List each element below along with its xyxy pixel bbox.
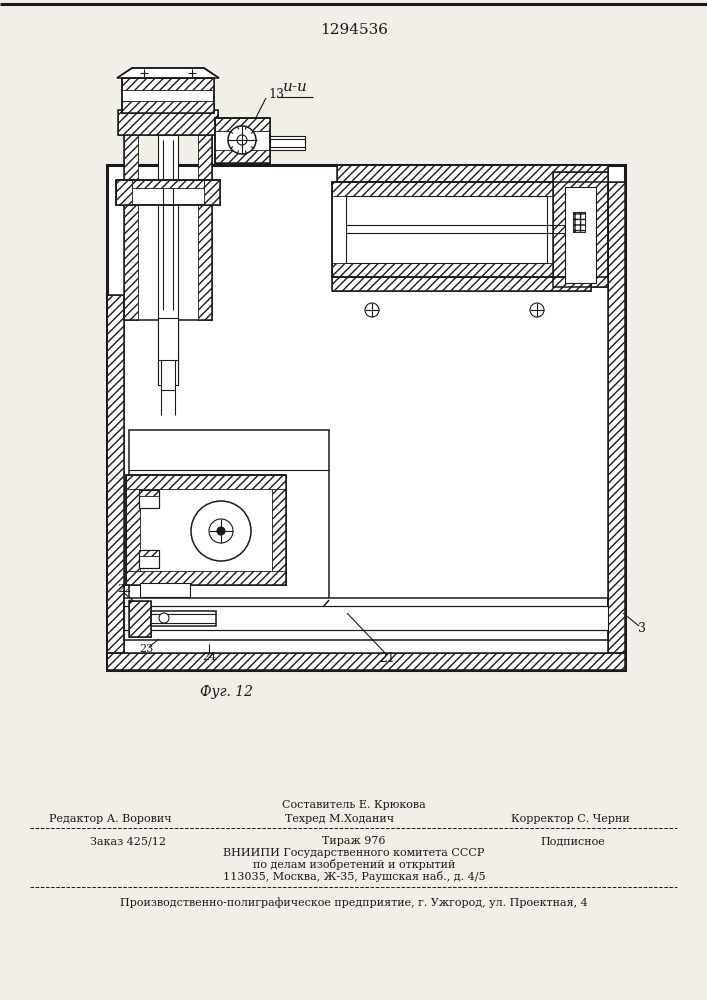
Text: 21: 21 <box>379 652 395 664</box>
Bar <box>204 180 220 205</box>
Bar <box>332 182 553 196</box>
Bar <box>107 165 625 670</box>
Bar <box>107 653 625 670</box>
Text: Подписное: Подписное <box>540 836 604 846</box>
Polygon shape <box>117 68 219 78</box>
Text: Производственно-полиграфическое предприятие, г. Ужгород, ул. Проектная, 4: Производственно-полиграфическое предприя… <box>120 898 588 908</box>
Bar <box>122 78 214 113</box>
Bar <box>126 475 140 585</box>
Text: 3: 3 <box>638 621 646 635</box>
Bar <box>215 118 270 131</box>
Bar <box>608 182 625 653</box>
Bar <box>139 490 159 508</box>
Bar <box>107 295 124 653</box>
Bar <box>151 611 216 626</box>
Circle shape <box>191 501 251 561</box>
Bar <box>553 172 608 287</box>
Bar <box>122 78 214 90</box>
Bar <box>332 182 608 277</box>
Bar <box>139 490 159 508</box>
Text: Техред М.Ходанич: Техред М.Ходанич <box>286 814 395 824</box>
Bar <box>122 78 214 113</box>
Bar <box>126 475 286 585</box>
Bar <box>346 196 547 263</box>
Text: 13: 13 <box>268 89 284 102</box>
Bar <box>122 101 214 113</box>
Text: Составитель Е. Крюкова: Составитель Е. Крюкова <box>282 800 426 810</box>
Circle shape <box>217 527 225 535</box>
Bar <box>158 135 178 320</box>
Bar <box>573 212 585 232</box>
Bar <box>126 475 286 585</box>
Text: Тираж 976: Тираж 976 <box>322 836 386 846</box>
Text: Корректор С. Черни: Корректор С. Черни <box>510 814 629 824</box>
Bar <box>139 550 159 568</box>
Circle shape <box>530 303 544 317</box>
Bar <box>129 430 329 600</box>
Bar <box>565 187 596 283</box>
Bar <box>139 490 159 496</box>
Text: 1294536: 1294536 <box>320 23 388 37</box>
Bar <box>124 130 138 320</box>
Text: u-u: u-u <box>283 80 308 94</box>
Text: ВНИИПИ Государственного комитета СССР: ВНИИПИ Государственного комитета СССР <box>223 848 485 858</box>
Bar <box>332 277 591 291</box>
Bar <box>332 277 591 291</box>
Bar <box>129 601 151 637</box>
Circle shape <box>365 303 379 317</box>
Circle shape <box>228 126 256 154</box>
Text: по делам изобретений и открытий: по делам изобретений и открытий <box>253 859 455 870</box>
Bar <box>116 180 220 205</box>
Bar <box>608 182 625 653</box>
Bar <box>270 136 305 150</box>
Bar <box>332 263 553 277</box>
Bar <box>198 130 212 320</box>
Bar <box>332 182 608 277</box>
Bar <box>215 118 270 163</box>
Bar <box>118 110 218 135</box>
Text: 24: 24 <box>202 652 216 662</box>
Bar <box>126 571 286 585</box>
Bar <box>337 165 608 182</box>
Bar <box>161 360 175 390</box>
Bar <box>139 550 159 568</box>
Bar <box>118 110 218 135</box>
Bar <box>107 295 124 653</box>
Bar <box>129 601 151 637</box>
Text: 22: 22 <box>117 584 131 594</box>
Text: Фуг. 12: Фуг. 12 <box>201 685 254 699</box>
Circle shape <box>159 613 169 623</box>
Bar <box>553 172 608 287</box>
Bar <box>107 653 625 670</box>
Bar <box>116 180 132 205</box>
Text: 23: 23 <box>139 644 153 654</box>
Text: Редактор А. Ворович: Редактор А. Ворович <box>49 814 171 824</box>
Bar <box>126 475 286 489</box>
Bar <box>116 180 220 205</box>
Bar <box>139 550 159 556</box>
Bar <box>272 475 286 585</box>
Text: Заказ 425/12: Заказ 425/12 <box>90 836 166 846</box>
Bar <box>337 165 608 182</box>
Circle shape <box>237 135 247 145</box>
Bar <box>124 130 212 320</box>
Bar <box>140 583 190 597</box>
Bar <box>158 318 178 385</box>
Bar <box>124 606 608 630</box>
Bar <box>132 180 204 188</box>
Text: 113035, Москва, Ж-35, Раушская наб., д. 4/5: 113035, Москва, Ж-35, Раушская наб., д. … <box>223 871 485 882</box>
Bar <box>124 598 608 640</box>
Bar <box>215 118 270 163</box>
Bar <box>573 212 585 232</box>
Bar <box>215 150 270 163</box>
Circle shape <box>209 519 233 543</box>
